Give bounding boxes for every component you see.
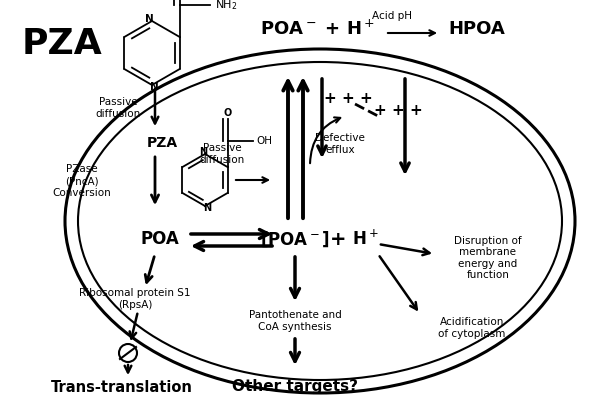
Text: Passive
diffusion: Passive diffusion bbox=[95, 97, 140, 119]
Text: +: + bbox=[359, 91, 373, 106]
Text: N: N bbox=[149, 82, 158, 92]
Text: [POA$^-$]: [POA$^-$] bbox=[260, 229, 330, 249]
Text: PZA: PZA bbox=[146, 136, 178, 150]
Text: PZA: PZA bbox=[22, 27, 103, 61]
Text: N: N bbox=[203, 203, 211, 213]
Text: +: + bbox=[330, 230, 346, 248]
Text: PZase
(PncA)
Conversion: PZase (PncA) Conversion bbox=[53, 164, 112, 198]
Text: Trans-translation: Trans-translation bbox=[51, 381, 193, 396]
Text: POA$^-$ + H$^+$: POA$^-$ + H$^+$ bbox=[260, 20, 375, 39]
Text: Other targets?: Other targets? bbox=[232, 379, 358, 394]
Text: +: + bbox=[410, 102, 422, 117]
Text: +: + bbox=[374, 102, 386, 117]
Text: Pantothenate and
CoA synthesis: Pantothenate and CoA synthesis bbox=[248, 310, 341, 332]
Text: Acid pH: Acid pH bbox=[372, 11, 412, 21]
Text: NH$_2$: NH$_2$ bbox=[215, 0, 237, 12]
Text: H$^+$: H$^+$ bbox=[352, 229, 379, 249]
Text: +: + bbox=[323, 91, 337, 106]
Text: Passive
diffusion: Passive diffusion bbox=[199, 143, 245, 165]
Text: HPOA: HPOA bbox=[448, 20, 505, 38]
Text: +: + bbox=[392, 102, 404, 117]
Text: Disruption of
membrane
energy and
function: Disruption of membrane energy and functi… bbox=[454, 235, 522, 280]
Text: +: + bbox=[341, 91, 355, 106]
Text: O: O bbox=[223, 108, 232, 118]
Text: POA: POA bbox=[140, 230, 179, 248]
Text: N: N bbox=[199, 147, 207, 157]
Text: Acidification
of cytoplasm: Acidification of cytoplasm bbox=[439, 317, 506, 339]
Text: Defective
efflux: Defective efflux bbox=[315, 133, 365, 155]
Text: N: N bbox=[145, 14, 154, 24]
Text: Ribosomal protein S1
(RpsA): Ribosomal protein S1 (RpsA) bbox=[79, 288, 191, 310]
FancyArrowPatch shape bbox=[310, 117, 340, 163]
Text: OH: OH bbox=[257, 136, 272, 146]
